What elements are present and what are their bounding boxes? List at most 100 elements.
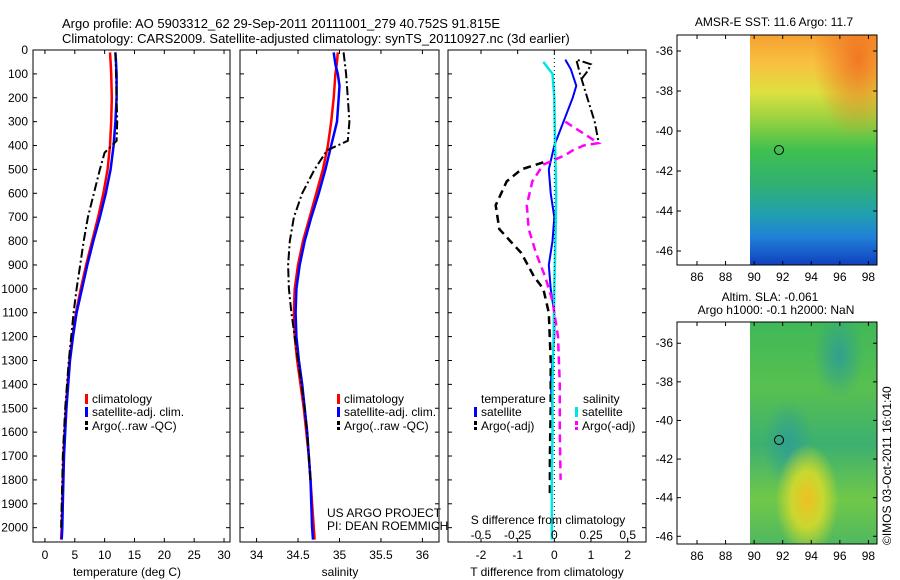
- x-tick-label: 30: [217, 548, 231, 562]
- series-line-temperature-argo-adj-: [494, 161, 552, 497]
- legend-swatch-sal-argo-b: [575, 427, 578, 430]
- salinity-plot: 34 34.5 35 35.5 36: [250, 50, 430, 562]
- salinity-panel-frame: [239, 49, 440, 543]
- series-line-satellite-adj-clim-: [60, 52, 118, 540]
- map-lon-label: 86: [690, 270, 704, 284]
- depth-tick-label: 400: [8, 139, 28, 153]
- sla-map: [676, 321, 878, 545]
- x-tick-label-top: 0.5: [619, 528, 636, 542]
- map-lon-label: 96: [833, 549, 847, 563]
- legend-label-argo: Argo(..raw -QC): [92, 419, 177, 433]
- x-tick-label: 25: [188, 548, 202, 562]
- x-tick-label-top: -0.25: [504, 528, 532, 542]
- map-lat-label: -46: [656, 529, 674, 543]
- legend-swatch-argo-b: [85, 427, 88, 430]
- pi-label: PI: DEAN ROEMMICH: [327, 519, 448, 533]
- x-tick-label: 34.5: [286, 548, 310, 562]
- sla-map-title-line1: Altim. SLA: -0.061: [722, 290, 819, 304]
- legend-swatch-satellite: [337, 407, 340, 417]
- map-lon-label: 90: [747, 549, 761, 563]
- legend-swatch-climatology: [85, 394, 88, 404]
- imos-credit: ©IMOS 03-Oct-2011 16:01:40: [880, 386, 894, 545]
- x-tick-label: -2: [476, 548, 487, 562]
- depth-tick-label: 700: [8, 210, 28, 224]
- depth-tick-label: 1200: [1, 330, 28, 344]
- legend-group-salinity: salinity: [583, 392, 620, 406]
- map-lon-label: 88: [719, 549, 733, 563]
- legend-swatch-climatology: [337, 394, 340, 404]
- map-lat-label: -40: [656, 413, 674, 427]
- map-lat-label: -38: [656, 84, 674, 98]
- depth-tick-label: 100: [8, 67, 28, 81]
- depth-tick-label: 1500: [1, 401, 28, 415]
- series-line-argo-raw-qc-: [287, 52, 351, 480]
- map-lon-label: 86: [690, 549, 704, 563]
- difference-xlabel: T difference from climatology: [470, 565, 624, 579]
- figure-title-line1: Argo profile: AO 5903312_62 29-Sep-2011 …: [62, 16, 500, 31]
- legend-label-satellite: satellite-adj. clim.: [344, 405, 436, 419]
- figure-title-line2: Climatology: CARS2009. Satellite-adjuste…: [62, 31, 570, 46]
- sst-map: [676, 34, 878, 266]
- depth-tick-label: 1000: [1, 282, 28, 296]
- depth-tick-label: 300: [8, 115, 28, 129]
- legend-swatch-temp-argo-b: [474, 427, 477, 430]
- series-line-satellite-adj-clim-: [294, 52, 341, 540]
- legend-group-temperature: temperature: [481, 392, 546, 406]
- temperature-xlabel: temperature (deg C): [73, 565, 181, 579]
- series-line-temperature-argo-adj-upper: [574, 58, 600, 141]
- legend-swatch-sal-satellite: [575, 407, 578, 417]
- legend-swatch-argo: [85, 421, 88, 425]
- map-lon-label: 94: [805, 549, 819, 563]
- sla-map-yellow-patch: [750, 322, 877, 544]
- sst-argo-position-marker: [774, 145, 784, 155]
- x-tick-label: 10: [98, 548, 112, 562]
- map-lon-label: 88: [719, 270, 733, 284]
- sst-map-warm-patch: [750, 35, 877, 265]
- x-tick-label-top: 0.25: [579, 528, 603, 542]
- legend-label-climatology: climatology: [92, 392, 152, 406]
- x-tick-label-top: 0: [551, 528, 558, 542]
- x-tick-label: 34: [250, 548, 264, 562]
- legend-swatch-satellite: [85, 407, 88, 417]
- x-tick-label-top: -0.5: [471, 528, 492, 542]
- sla-argo-position-marker: [774, 435, 784, 445]
- x-tick-label: 35: [333, 548, 347, 562]
- map-lon-label: 98: [862, 270, 876, 284]
- x-tick-label: 1: [588, 548, 595, 562]
- depth-tick-label: 2000: [1, 521, 28, 535]
- legend-label-temp-argo: Argo(-adj): [481, 419, 534, 433]
- map-lat-label: -36: [656, 336, 674, 350]
- legend-swatch-argo-b: [337, 427, 340, 430]
- series-line-climatology: [292, 52, 340, 540]
- legend-swatch-argo: [337, 421, 340, 425]
- map-lat-label: -42: [656, 452, 674, 466]
- depth-tick-label: 1900: [1, 497, 28, 511]
- sst-map-title: AMSR-E SST: 11.6 Argo: 11.7: [695, 15, 854, 29]
- depth-tick-label: 1700: [1, 449, 28, 463]
- difference-panel-frame: [447, 49, 647, 543]
- map-lon-label: 98: [862, 549, 876, 563]
- legend-label-sal-argo: Argo(-adj): [582, 419, 635, 433]
- depth-tick-label: 500: [8, 162, 28, 176]
- legend-label-satellite: satellite-adj. clim.: [92, 405, 184, 419]
- legend-swatch-temp-satellite: [474, 407, 477, 417]
- map-lat-label: -44: [656, 491, 674, 505]
- x-tick-label: 36: [416, 548, 430, 562]
- map-lat-label: -44: [656, 204, 674, 218]
- depth-axis: 0 100 200 300 400 500 600 700 800 900 1000 1100 1200…: [1, 43, 646, 535]
- series-line-argo-raw-qc-: [60, 52, 119, 528]
- x-tick-label: 2: [624, 548, 631, 562]
- series-line-salinity-satellite: [542, 61, 558, 540]
- legend-swatch-sal-argo: [575, 421, 578, 425]
- sla-map-frame: [676, 321, 878, 545]
- depth-tick-label: 200: [8, 91, 28, 105]
- difference-plot: -2 -1 0 1 2 -0.5 -0.25 0 0.25 0.5: [471, 50, 636, 562]
- depth-tick-label: 1600: [1, 425, 28, 439]
- legend-label-climatology: climatology: [344, 392, 404, 406]
- depth-tick-label: 1300: [1, 353, 28, 367]
- x-tick-label: -1: [512, 548, 523, 562]
- map-lat-label: -40: [656, 124, 674, 138]
- map-lat-label: -46: [656, 244, 674, 258]
- map-lat-label: -42: [656, 164, 674, 178]
